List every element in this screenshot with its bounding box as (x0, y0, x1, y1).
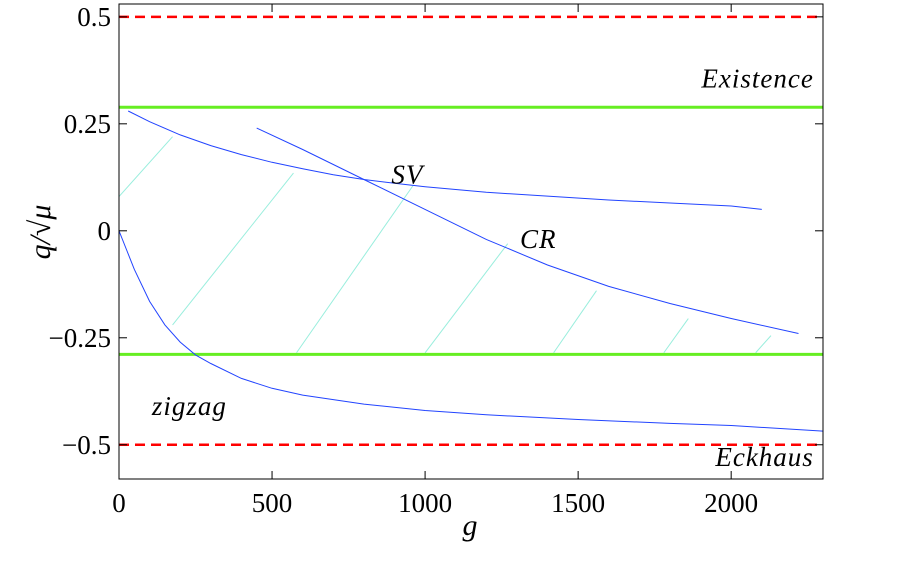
x-tick-label-2: 1000 (398, 488, 452, 518)
hatch-region (118, 136, 772, 354)
x-tick-label-0: 0 (112, 488, 126, 518)
hatch-line-0 (118, 136, 173, 197)
y-tick-label-4: −0.5 (62, 430, 111, 460)
y-tick-label-0: 0.5 (77, 2, 111, 32)
hatch-line-5 (663, 318, 689, 354)
x-axis-label: g (463, 509, 478, 542)
x-tick-label-3: 1500 (551, 488, 605, 518)
y-axis-label: q/√μ (24, 205, 57, 260)
y-tick-label-2: 0 (98, 216, 112, 246)
annotations: Existence SV CR zigzag Eckhaus (151, 63, 813, 472)
x-tick-label-4: 2000 (704, 488, 758, 518)
hatch-line-1 (172, 172, 294, 326)
series-line-2 (118, 230, 824, 432)
axis-ticks: 0 500 1000 1500 2000 0.5 0.25 0 −0.25 −0.5 (49, 2, 823, 518)
annotation-sv: SV (391, 160, 426, 190)
hatch-line-6 (755, 335, 772, 354)
hatch-line-4 (553, 290, 597, 354)
series-line-1 (256, 127, 799, 334)
annotation-eckhaus: Eckhaus (714, 442, 813, 472)
y-tick-label-1: 0.25 (64, 109, 111, 139)
reference-lines (119, 15, 823, 447)
y-tick-label-3: −0.25 (49, 323, 111, 353)
x-tick-label-1: 500 (252, 488, 293, 518)
plot-frame (118, 3, 824, 480)
annotation-cr: CR (520, 224, 557, 254)
hatch-line-2 (296, 185, 414, 354)
annotation-zigzag: zigzag (151, 391, 227, 421)
annotation-existence: Existence (700, 63, 813, 93)
curves (118, 110, 824, 432)
series-line-0 (127, 110, 762, 210)
hatch-line-3 (424, 243, 509, 354)
